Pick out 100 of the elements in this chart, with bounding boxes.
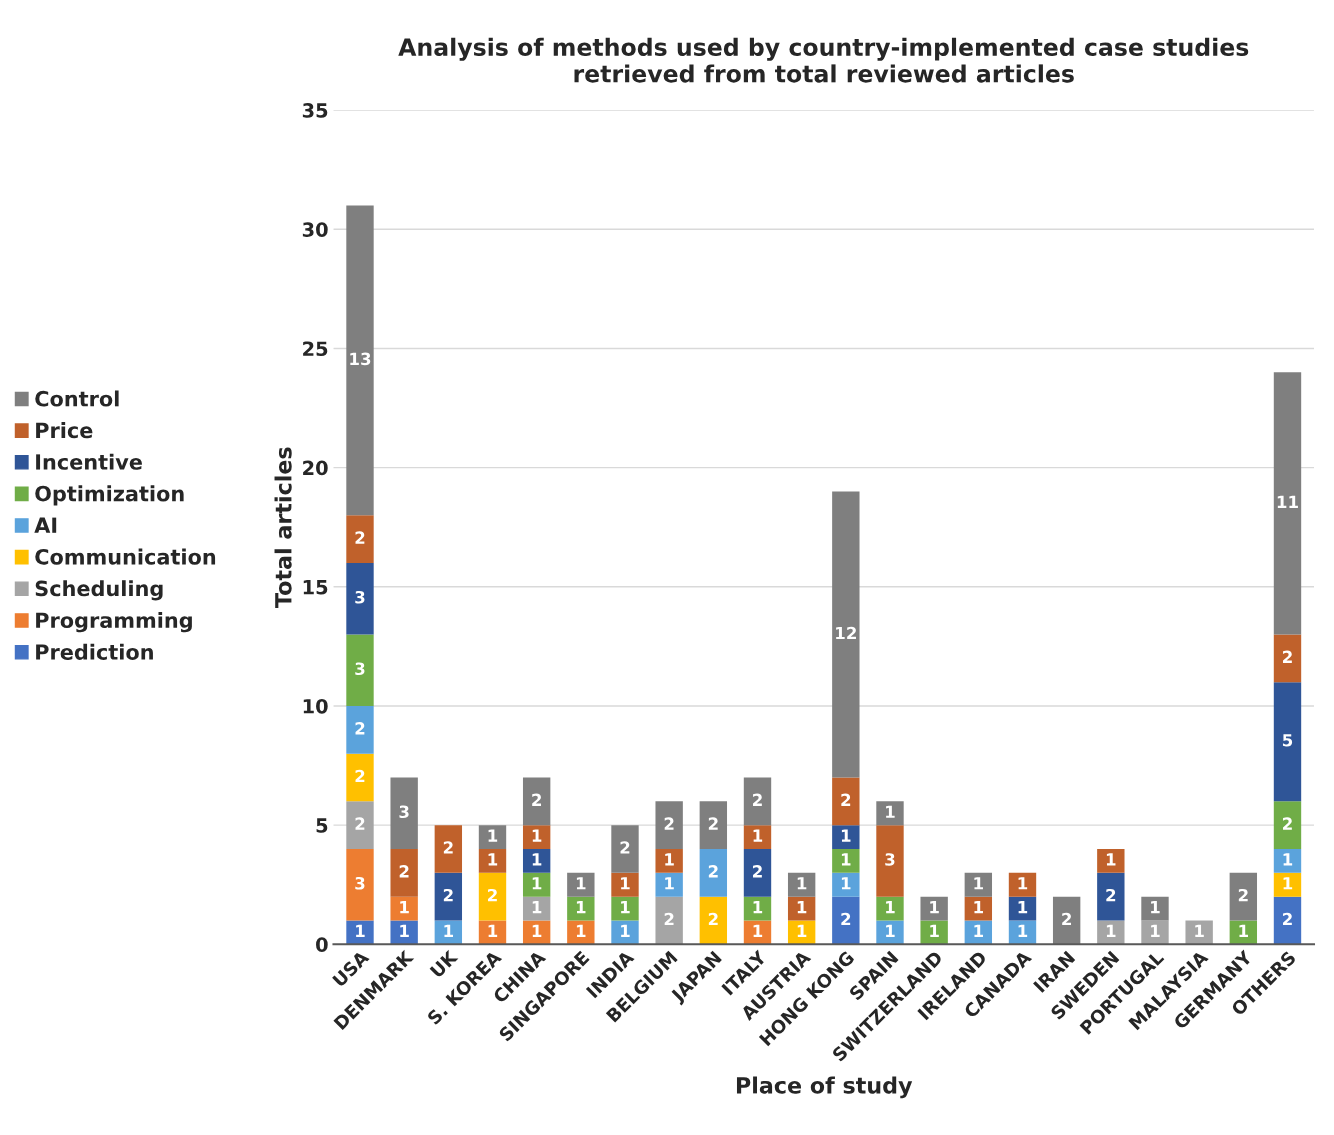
data-label: 1 xyxy=(1151,901,1160,914)
data-label: 1 xyxy=(576,924,586,937)
bar xyxy=(346,705,374,754)
bar xyxy=(1097,872,1125,921)
data-label: 1 xyxy=(797,877,807,890)
bar xyxy=(1229,872,1258,921)
data-label: 2 xyxy=(753,865,762,878)
bar xyxy=(390,848,418,897)
bar xyxy=(832,848,860,873)
bar xyxy=(1141,896,1169,921)
bar xyxy=(1273,372,1302,635)
legend-label: Scheduling xyxy=(35,580,163,601)
data-label: 2 xyxy=(708,865,718,878)
data-label: 1 xyxy=(753,901,763,914)
data-label: 1 xyxy=(753,924,763,937)
bar xyxy=(1273,896,1302,945)
bar xyxy=(1273,634,1302,683)
data-label: 1 xyxy=(621,901,630,914)
data-label: 1 xyxy=(621,924,630,937)
data-label: 1 xyxy=(532,924,542,937)
bar xyxy=(743,848,772,897)
bar xyxy=(1141,920,1169,945)
bar xyxy=(655,872,683,897)
bar xyxy=(478,872,507,921)
bar xyxy=(522,777,551,826)
data-label: 11 xyxy=(1277,495,1298,508)
data-label: 1 xyxy=(576,877,586,890)
bar xyxy=(522,872,551,897)
bar xyxy=(346,753,374,802)
data-label: 1 xyxy=(1283,877,1293,890)
bar xyxy=(390,777,418,849)
data-label: 1 xyxy=(797,901,807,914)
data-label: 1 xyxy=(1018,924,1028,937)
data-label: 2 xyxy=(355,722,365,735)
y-tick-label: 30 xyxy=(302,222,328,237)
data-label: 2 xyxy=(708,817,718,830)
x-axis-title: Place of study xyxy=(736,1076,913,1099)
bar xyxy=(876,801,904,826)
legend-label: Incentive xyxy=(36,453,142,470)
legend-label: Programming xyxy=(36,611,192,633)
data-label: 1 xyxy=(1239,924,1248,937)
data-label: 1 xyxy=(930,924,939,937)
bar xyxy=(346,515,374,563)
bar xyxy=(876,920,904,945)
bar xyxy=(346,205,374,516)
data-label: 1 xyxy=(841,877,851,890)
data-label: 3 xyxy=(355,590,365,604)
bar xyxy=(434,872,463,921)
data-label: 2 xyxy=(753,793,762,806)
data-label: 1 xyxy=(400,901,409,914)
bar xyxy=(346,848,374,921)
bar xyxy=(346,801,374,849)
data-label: 1 xyxy=(753,829,763,842)
bar xyxy=(1185,920,1213,945)
data-label: 2 xyxy=(1283,912,1292,926)
bar xyxy=(567,872,595,897)
bar xyxy=(1052,896,1081,945)
bar xyxy=(1097,848,1125,873)
bar xyxy=(920,920,948,945)
data-label: 2 xyxy=(708,912,718,926)
data-label: 3 xyxy=(885,853,895,866)
data-label: 1 xyxy=(576,901,586,914)
bar xyxy=(832,872,860,897)
data-label: 1 xyxy=(974,877,983,890)
data-label: 1 xyxy=(1151,924,1160,937)
data-label: 1 xyxy=(886,924,895,937)
y-tick-label: 35 xyxy=(302,103,328,118)
data-label: 1 xyxy=(488,853,498,866)
data-label: 1 xyxy=(532,901,542,914)
data-label: 2 xyxy=(1283,650,1292,663)
bar xyxy=(699,896,728,945)
bar xyxy=(1273,682,1302,802)
bar xyxy=(1008,872,1037,897)
y-tick-label: 0 xyxy=(316,937,328,952)
bar xyxy=(390,920,418,945)
bar xyxy=(832,777,860,826)
bar xyxy=(522,848,551,873)
bar xyxy=(611,920,639,945)
data-label: 2 xyxy=(355,531,365,544)
data-label: 1 xyxy=(974,924,983,937)
bar xyxy=(611,896,639,921)
data-label: 5 xyxy=(1282,734,1293,747)
bar xyxy=(346,634,374,706)
data-label: 1 xyxy=(1195,924,1204,937)
bar xyxy=(699,848,728,897)
bar xyxy=(346,562,374,635)
legend-label: Control xyxy=(35,390,119,407)
bar xyxy=(346,920,374,945)
data-label: 1 xyxy=(930,901,939,914)
data-label: 2 xyxy=(664,912,674,926)
bar xyxy=(611,872,639,897)
bar xyxy=(567,920,595,945)
data-label: 2 xyxy=(488,888,497,902)
data-label: 3 xyxy=(355,876,365,890)
y-tick-label: 5 xyxy=(316,818,328,833)
bar xyxy=(920,896,948,921)
bar xyxy=(655,848,683,873)
bar xyxy=(390,896,418,921)
data-label: 2 xyxy=(443,888,453,902)
bar xyxy=(832,896,860,945)
